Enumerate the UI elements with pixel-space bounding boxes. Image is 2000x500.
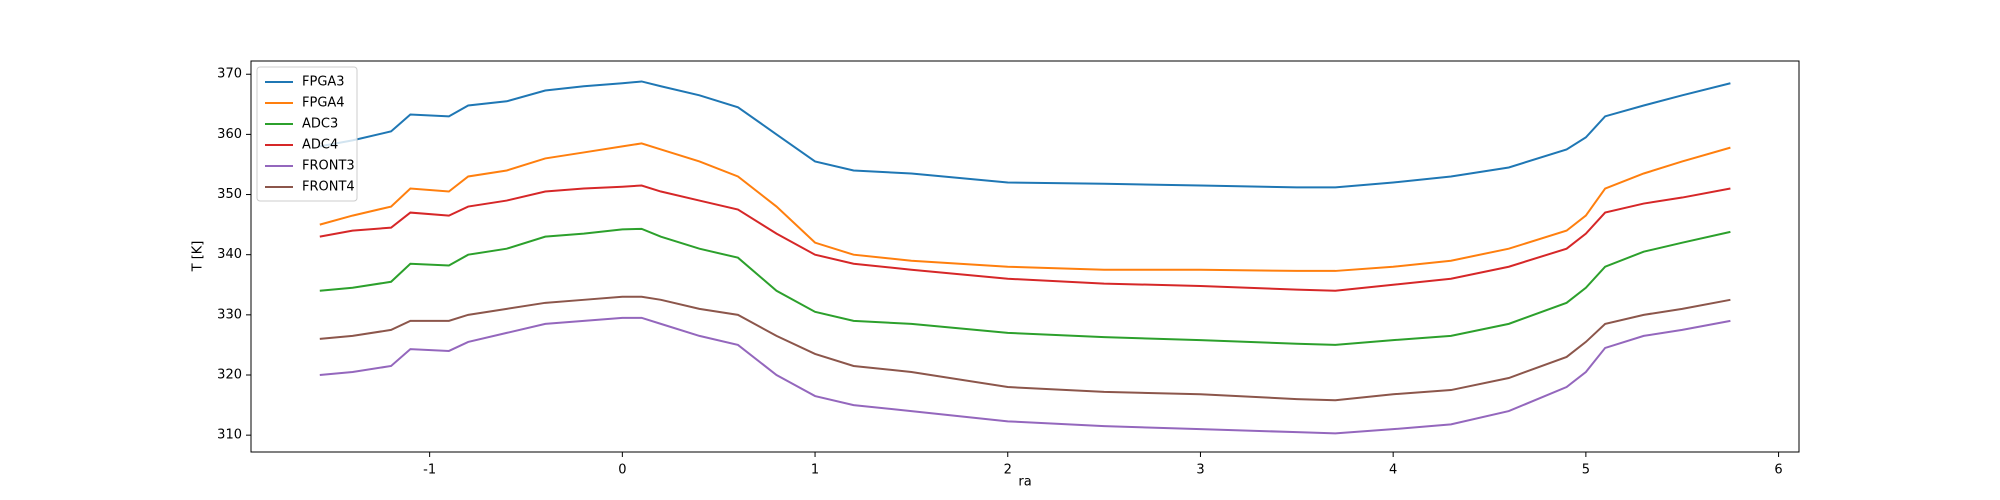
legend-label: ADC3 — [302, 117, 338, 132]
line-series — [319, 316, 1731, 435]
x-axis-label: ra — [1018, 475, 1031, 490]
y-tick-label: 330 — [217, 307, 242, 322]
x-tick-label: 2 — [1004, 463, 1012, 478]
line-series — [319, 142, 1731, 272]
legend-label: FRONT3 — [302, 159, 355, 174]
legend-box — [256, 66, 358, 202]
legend-label: FRONT4 — [302, 180, 355, 195]
x-tick-label: 3 — [1196, 463, 1204, 478]
y-tick-label: 340 — [217, 247, 242, 262]
legend-label: FPGA4 — [302, 96, 345, 111]
y-tick-label: 370 — [217, 67, 242, 82]
x-tick-label: 6 — [1774, 463, 1782, 478]
line-series — [319, 227, 1731, 346]
x-tick-label: -1 — [423, 463, 436, 478]
x-tick-label: 1 — [811, 463, 819, 478]
y-tick-label: 360 — [217, 127, 242, 142]
x-tick-label: 0 — [618, 463, 626, 478]
legend-label: ADC4 — [302, 138, 338, 153]
x-tick-label: 4 — [1389, 463, 1397, 478]
legend-label: FPGA3 — [302, 75, 345, 90]
y-tick-label: 320 — [217, 368, 242, 383]
line-series — [319, 295, 1731, 402]
y-tick-label: 350 — [217, 187, 242, 202]
line-series — [319, 184, 1731, 292]
plot-frame — [250, 60, 1800, 453]
x-tick-label: 5 — [1582, 463, 1590, 478]
y-tick-label: 310 — [217, 428, 242, 443]
y-axis-label: T [K] — [191, 241, 206, 273]
line-series — [319, 80, 1731, 189]
